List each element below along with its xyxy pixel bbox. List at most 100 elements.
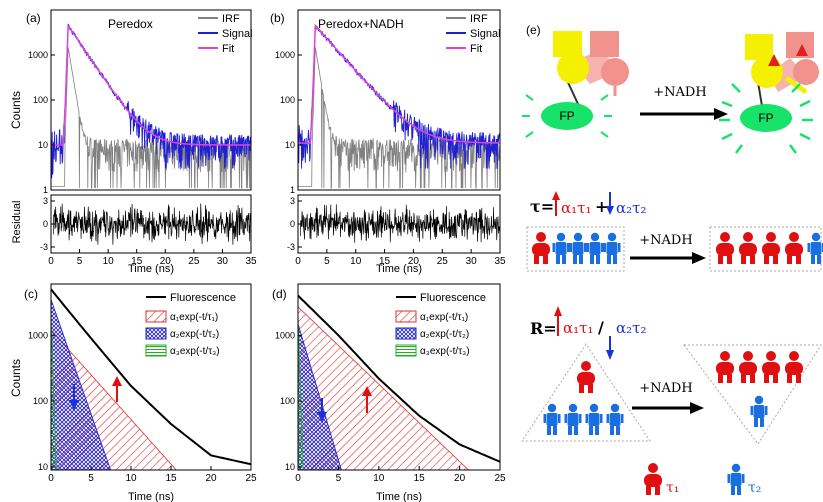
series-fluorescence — [298, 294, 500, 463]
r-term-1: α₁τ₁ — [563, 319, 593, 337]
residual-tick-label: 3 — [290, 196, 295, 206]
fp-ellipse-after — [740, 104, 792, 132]
panel-b-label: (b) — [270, 11, 285, 25]
person-blue — [552, 232, 570, 264]
panel-d-axis-ticks: 0 5 10 15 20 25 10 100 1000 — [275, 330, 506, 484]
legend-fit: Fit — [222, 43, 234, 55]
residual-tick-label: -3 — [40, 242, 48, 252]
x-tick-label: 35 — [494, 256, 506, 267]
person-blue — [585, 403, 603, 435]
panel-a: (a) Peredox Counts Residual Time (ns) 0 5… — [9, 9, 257, 275]
panel-b-title: Peredox+NADH — [318, 17, 404, 31]
x-tick-label: 5 — [336, 473, 342, 484]
tau-equation: τ= α₁τ₁ + α₂τ₂ — [530, 191, 646, 217]
x-tick-label: 35 — [245, 256, 257, 267]
person-blue — [543, 403, 561, 435]
series-irf — [51, 47, 251, 189]
panel-a-residual-frame — [50, 194, 252, 254]
panel-a-residual-label: Residual — [11, 201, 23, 244]
person-blue — [569, 232, 587, 264]
y-tick-label: 10 — [38, 140, 48, 150]
person-red — [577, 361, 595, 393]
legend-signal: Signal — [222, 28, 253, 40]
y-tick-label: 10 — [38, 462, 48, 472]
x-tick-label: 5 — [88, 473, 94, 484]
panel-c-axis-ticks: 0 5 10 15 20 25 10 100 1000 — [28, 330, 257, 484]
yellow-circle-after — [751, 56, 783, 88]
population-box-before — [526, 226, 625, 272]
y-tick-label: 1 — [43, 185, 48, 195]
residual-tick-label: 0 — [290, 219, 295, 229]
panel-d-plot-area — [298, 294, 500, 470]
person-blue — [586, 232, 604, 264]
panel-c-plot-area — [51, 288, 251, 470]
x-tick-label: 20 — [408, 256, 420, 267]
person-red — [532, 232, 550, 264]
person-blue — [606, 403, 624, 435]
person-red — [785, 351, 803, 383]
series-irf — [298, 47, 500, 189]
panel-a-ylabel: Counts — [9, 91, 23, 129]
nadh-triangle-2 — [796, 44, 808, 56]
triangle-population-after — [716, 351, 803, 427]
x-tick-label: 10 — [373, 473, 385, 484]
panel-d-xlabel: Time (ns) — [376, 491, 422, 502]
panel-c-arrow-down — [69, 384, 79, 410]
panel-d-legend: Fluorescence α₁exp(-t/τ₁) α₂exp(-t/τ₂) α… — [395, 292, 486, 357]
panel-b-residual-frame — [297, 194, 501, 254]
panel-a-plot-area — [51, 23, 251, 189]
legend-irf: IRF — [222, 13, 240, 25]
panel-a-xlabel: Time (ns) — [128, 263, 174, 275]
legend-swatch-component-2 — [145, 327, 167, 340]
legend-person-blue — [727, 463, 745, 495]
population-before — [532, 232, 621, 264]
x-tick-label: 25 — [245, 473, 257, 484]
x-tick-label: 15 — [414, 473, 426, 484]
x-tick-label: 10 — [350, 256, 362, 267]
x-tick-label: 10 — [103, 256, 115, 267]
glow-rays — [522, 94, 612, 138]
panel-b-legend: IRF Signal Fit — [446, 13, 501, 55]
tau-term-2: α₂τ₂ — [616, 199, 646, 217]
x-tick-label: 15 — [379, 256, 391, 267]
series-fit — [51, 23, 251, 146]
component-area-1 — [298, 306, 470, 470]
panel-c-legend: Fluorescence α₁exp(-t/τ₁) α₂exp(-t/τ₂) α… — [145, 292, 236, 357]
x-tick-label: 0 — [295, 256, 301, 267]
x-tick-label: 0 — [48, 256, 54, 267]
legend-component-2: α₂exp(-t/τ₂) — [170, 329, 219, 340]
legend-fit: Fit — [470, 43, 482, 55]
sensor-before: FP — [522, 31, 629, 138]
legend-swatch-component-3 — [145, 344, 167, 357]
legend-swatch-component-3 — [395, 344, 417, 357]
nadh-arrow-1: +NADH — [640, 85, 728, 120]
fp-label: FP — [559, 109, 574, 123]
y-tick-label: 100 — [33, 95, 48, 105]
legend-fluorescence: Fluorescence — [170, 292, 236, 304]
x-tick-label: 20 — [160, 256, 172, 267]
triangle-after — [683, 344, 822, 445]
person-red — [716, 351, 734, 383]
residual-tick-label: -3 — [287, 242, 295, 252]
x-tick-label: 0 — [295, 473, 301, 484]
population-after — [716, 232, 823, 264]
series-fit — [298, 23, 500, 144]
panel-d: (d) Time (ns) 0 5 10 15 20 25 10 100 1000 Fluore… — [272, 283, 506, 502]
x-tick-label: 15 — [131, 256, 143, 267]
panel-e-label: (e) — [526, 23, 541, 37]
legend-swatch-component-1 — [395, 310, 417, 323]
y-tick-label: 10 — [285, 462, 295, 472]
x-tick-label: 5 — [77, 256, 83, 267]
panel-a-title: Peredox — [108, 17, 153, 31]
panel-d-frame — [297, 283, 501, 471]
component-area-2 — [298, 323, 342, 470]
legend-tau2: τ₂ — [748, 480, 761, 496]
legend-irf: IRF — [470, 13, 488, 25]
pink-square — [590, 31, 619, 57]
y-tick-label: 1000 — [28, 50, 48, 60]
panel-a-label: (a) — [26, 11, 41, 25]
x-tick-label: 25 — [494, 473, 506, 484]
legend-component-3: α₃exp(-t/τ₃) — [170, 346, 220, 357]
person-blue — [603, 232, 621, 264]
